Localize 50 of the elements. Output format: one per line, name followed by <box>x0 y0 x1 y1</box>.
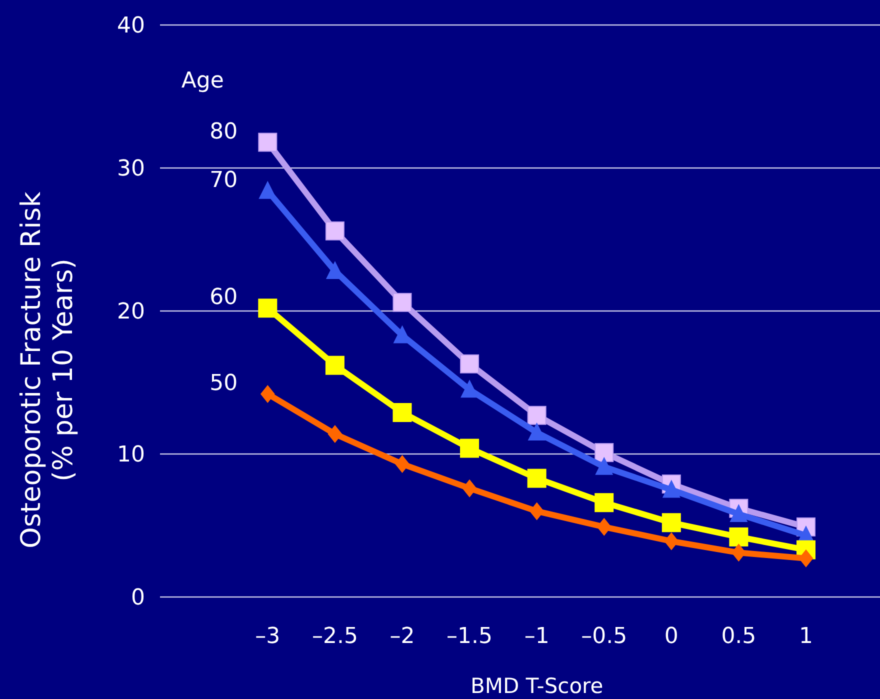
point <box>328 424 342 443</box>
y-tick-label: 0 <box>131 586 145 611</box>
point <box>392 403 412 422</box>
point <box>395 455 410 474</box>
y-tick-label: 30 <box>117 156 145 182</box>
x-tick-label: –1.5 <box>446 624 493 649</box>
x-tick-label: –0.5 <box>581 624 628 649</box>
point <box>595 456 614 475</box>
point <box>460 438 480 458</box>
point <box>596 518 612 536</box>
point <box>594 443 614 462</box>
point <box>258 298 278 318</box>
series-label: 60 <box>210 285 238 310</box>
series-label: 50 <box>210 370 238 396</box>
point <box>460 380 479 398</box>
x-tick-label: –1 <box>524 624 550 649</box>
point <box>258 132 278 152</box>
point <box>530 502 544 520</box>
point <box>462 479 477 498</box>
point <box>258 180 277 199</box>
point <box>662 480 680 498</box>
point <box>260 384 275 403</box>
x-tick-label: 1 <box>798 624 813 649</box>
point <box>730 504 748 522</box>
x-tick-label: –2.5 <box>312 624 358 649</box>
x-tick-label: 0.5 <box>721 624 756 649</box>
point <box>325 356 344 375</box>
x-tick-label: –3 <box>255 624 280 649</box>
point <box>392 292 412 312</box>
annotation: Age <box>181 68 224 94</box>
point <box>528 422 546 441</box>
y-tick-label: 40 <box>117 14 145 39</box>
x-tick-label: 0 <box>664 624 678 649</box>
point <box>325 221 344 240</box>
y-axis-title: Osteoporotic Fracture Risk (% per 10 Years) <box>16 191 79 548</box>
y-tick-label: 20 <box>117 300 145 325</box>
point <box>798 549 814 568</box>
y-tick-label: 10 <box>117 442 145 468</box>
series-label: 70 <box>210 168 238 193</box>
x-tick-label: –2 <box>390 624 415 649</box>
point <box>729 527 748 546</box>
point <box>527 468 546 488</box>
point <box>460 354 480 374</box>
series-label: 80 <box>210 119 238 144</box>
point <box>664 532 679 550</box>
point <box>662 513 681 532</box>
point <box>527 406 546 425</box>
point <box>594 493 614 512</box>
x-axis-title: BMD T-Score <box>470 674 604 698</box>
point <box>731 544 746 562</box>
